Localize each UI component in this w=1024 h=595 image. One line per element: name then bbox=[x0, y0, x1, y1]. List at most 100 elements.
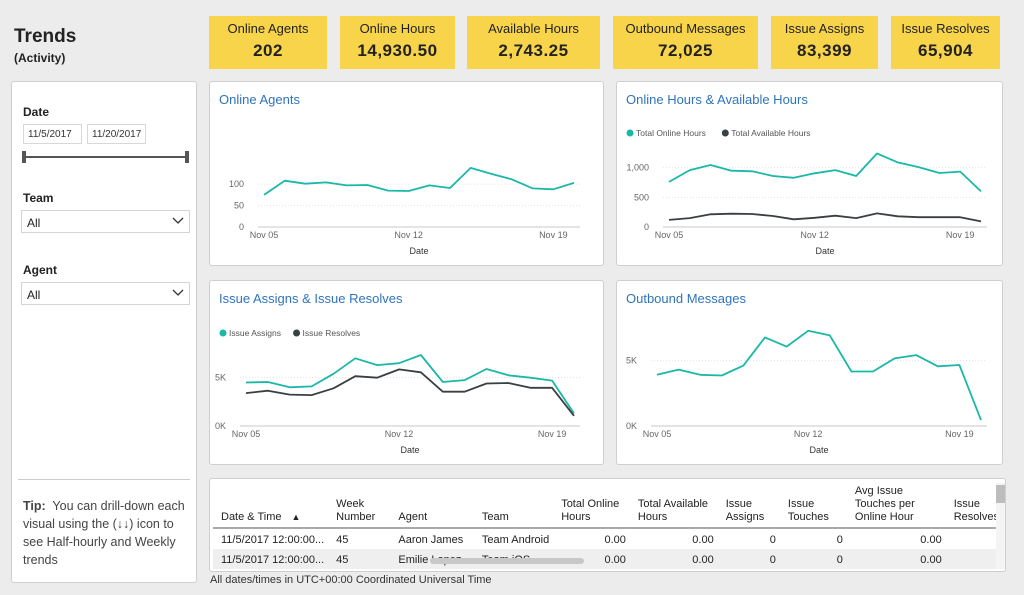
series-line bbox=[263, 167, 575, 196]
legend-label: Issue Resolves bbox=[303, 328, 361, 338]
cell: 0.00 bbox=[553, 549, 630, 569]
online-agents-plot: 0 50 100 Nov 05 Nov 12 Nov 19 Date bbox=[229, 167, 580, 256]
date-start-input[interactable]: 11/5/2017 bbox=[23, 124, 82, 144]
legend-marker bbox=[626, 129, 634, 137]
chevron-down-icon bbox=[172, 217, 184, 224]
slider-start-handle[interactable] bbox=[22, 151, 26, 163]
chart-online-available-hours[interactable]: Online Hours & Available Hours 0 500 1,000… bbox=[616, 81, 1003, 266]
column-header[interactable]: Team bbox=[473, 483, 554, 529]
x-tick-label: Nov 19 bbox=[946, 230, 975, 240]
legend-label: Issue Assigns bbox=[229, 328, 281, 338]
kpi-value: 72,025 bbox=[658, 41, 713, 60]
legend-marker bbox=[721, 129, 729, 137]
date-range-slider[interactable] bbox=[24, 156, 188, 158]
series-line bbox=[245, 368, 575, 417]
kpi-label: Issue Resolves bbox=[901, 21, 990, 36]
cell bbox=[945, 549, 1003, 569]
date-slicer-label: Date bbox=[23, 105, 50, 119]
series-line bbox=[668, 212, 982, 223]
cell: 11/5/2017 12:00:00... bbox=[221, 534, 325, 546]
y-tick-label: 0K bbox=[215, 421, 226, 431]
x-tick-label: Nov 19 bbox=[538, 429, 567, 439]
x-axis-title: Date bbox=[809, 445, 828, 455]
chart-title: Online Agents bbox=[219, 92, 300, 107]
divider bbox=[18, 479, 190, 480]
column-header[interactable]: Agent bbox=[390, 483, 474, 529]
series-line bbox=[656, 329, 982, 421]
kpi-label: Online Agents bbox=[227, 21, 309, 36]
y-tick-label: 0K bbox=[626, 421, 637, 431]
column-header[interactable]: Issue Resolves bbox=[945, 483, 1003, 529]
online-available-hours-plot: 0 500 1,000 Nov 05 Nov 12 Nov 19 Date Total Onl… bbox=[626, 128, 987, 256]
y-tick-label: 500 bbox=[634, 192, 649, 202]
outbound-messages-plot: 0K 5K Nov 05 Nov 12 Nov 19 Date bbox=[626, 329, 987, 455]
table-row[interactable]: 11/5/2017 12:00:00... 45 Emilie Lopez Te… bbox=[213, 549, 1003, 569]
filter-panel: Date 11/5/2017 11/20/2017 Team All Agent… bbox=[11, 81, 197, 583]
column-header[interactable]: Total Available Hours bbox=[629, 483, 718, 529]
detail-table: Date & Time ▲ Week Number Agent Team Tota… bbox=[213, 483, 1003, 569]
kpi-label: Available Hours bbox=[488, 21, 579, 36]
tip-text: Tip: You can drill-down each visual usin… bbox=[23, 497, 191, 569]
slider-end-handle[interactable] bbox=[185, 151, 189, 163]
y-tick-label: 0 bbox=[239, 222, 244, 232]
chart-outbound-messages[interactable]: Outbound Messages 0K 5K Nov 05 Nov 12 Nov 19… bbox=[616, 280, 1003, 465]
x-tick-label: Nov 12 bbox=[394, 230, 423, 240]
series-line bbox=[245, 354, 575, 414]
agent-dropdown-value: All bbox=[27, 288, 41, 302]
column-header[interactable]: Total Online Hours bbox=[553, 483, 630, 529]
column-header[interactable]: Issue Assigns bbox=[717, 483, 780, 529]
kpi-label: Issue Assigns bbox=[784, 21, 865, 36]
chart-title: Online Hours & Available Hours bbox=[626, 92, 808, 107]
kpi-online-agents: Online Agents 202 bbox=[209, 16, 327, 69]
column-header[interactable]: Issue Touches bbox=[779, 483, 847, 529]
issue-assigns-resolves-plot: 0K 5K Nov 05 Nov 12 Nov 19 Date Issue Assigns I… bbox=[215, 328, 580, 455]
x-tick-label: Nov 05 bbox=[232, 429, 261, 439]
sort-ascending-icon[interactable]: ▲ bbox=[291, 512, 301, 522]
tip-body: You can drill-down each visual using the… bbox=[23, 499, 185, 567]
kpi-value: 202 bbox=[253, 41, 283, 60]
cell: 0.00 bbox=[920, 534, 942, 546]
x-tick-label: Nov 05 bbox=[643, 429, 672, 439]
column-header[interactable]: Avg Issue Touches per Online Hour bbox=[846, 483, 946, 529]
kpi-label: Outbound Messages bbox=[625, 21, 746, 36]
tip-label: Tip: bbox=[23, 499, 46, 513]
x-tick-label: Nov 12 bbox=[800, 230, 829, 240]
x-tick-label: Nov 05 bbox=[250, 230, 279, 240]
cell: 0.00 bbox=[629, 549, 718, 569]
kpi-value: 65,904 bbox=[918, 41, 973, 60]
x-tick-label: Nov 12 bbox=[794, 429, 823, 439]
table-header-row: Date & Time ▲ Week Number Agent Team Tota… bbox=[213, 483, 1003, 529]
column-header[interactable]: Date & Time ▲ bbox=[213, 483, 329, 529]
kpi-label: Online Hours bbox=[359, 21, 436, 36]
chart-issue-assigns-resolves[interactable]: Issue Assigns & Issue Resolves 0K 5K Nov 0… bbox=[209, 280, 604, 465]
column-header[interactable]: Week Number bbox=[328, 483, 391, 529]
chart-title: Outbound Messages bbox=[626, 291, 746, 306]
y-tick-label: 50 bbox=[234, 201, 244, 211]
cell: 0.00 bbox=[846, 549, 946, 569]
cell: 0 bbox=[717, 549, 780, 569]
timezone-note: All dates/times in UTC+00:00 Coordinated… bbox=[210, 574, 492, 586]
team-dropdown[interactable]: All bbox=[21, 210, 190, 233]
kpi-value: 14,930.50 bbox=[357, 41, 438, 60]
chart-online-agents[interactable]: Online Agents 0 50 100 Nov 05 Nov 12 Nov 19 Da… bbox=[209, 81, 604, 266]
y-tick-label: 5K bbox=[215, 373, 226, 383]
kpi-issue-assigns: Issue Assigns 83,399 bbox=[771, 16, 878, 69]
agent-dropdown[interactable]: All bbox=[21, 282, 190, 305]
cell: 45 bbox=[336, 534, 349, 546]
cell: 0.00 bbox=[692, 534, 714, 546]
vertical-scrollbar-thumb[interactable] bbox=[996, 485, 1005, 503]
chart-title: Issue Assigns & Issue Resolves bbox=[219, 291, 403, 306]
cell bbox=[946, 528, 1003, 549]
x-tick-label: Nov 05 bbox=[655, 230, 684, 240]
y-tick-label: 100 bbox=[229, 179, 244, 189]
cell: Aaron James bbox=[398, 534, 464, 546]
horizontal-scrollbar[interactable] bbox=[430, 558, 584, 564]
page-subtitle: (Activity) bbox=[14, 51, 66, 65]
table-row[interactable]: 11/5/2017 12:00:00... 45 Aaron James Tea… bbox=[213, 528, 1003, 549]
y-tick-label: 0 bbox=[644, 222, 649, 232]
cell: 45 bbox=[328, 549, 391, 569]
team-dropdown-value: All bbox=[27, 216, 41, 230]
cell: Team Android bbox=[481, 534, 550, 546]
vertical-scrollbar[interactable] bbox=[996, 483, 1005, 569]
date-end-input[interactable]: 11/20/2017 bbox=[87, 124, 146, 144]
